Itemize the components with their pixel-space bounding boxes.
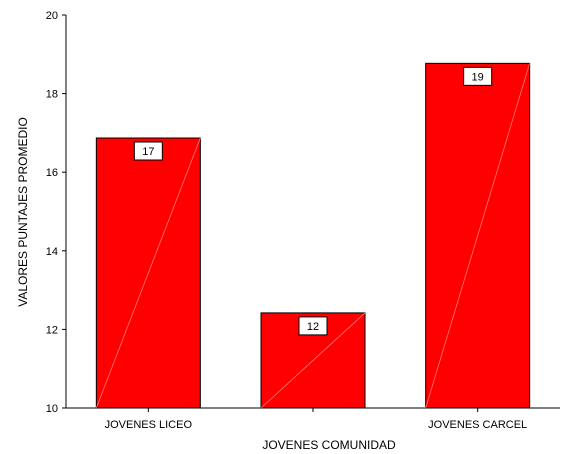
data-label: 19 [472, 71, 484, 83]
y-tick-label: 10 [46, 403, 58, 415]
data-label: 17 [142, 146, 154, 158]
y-tick-label: 14 [46, 246, 58, 258]
data-label: 12 [307, 321, 319, 333]
x-axis-title: JOVENES COMUNIDAD [262, 438, 396, 452]
bar-diagonal [260, 312, 366, 409]
bar-diagonal [425, 63, 531, 409]
plot-area: 10 12 14 16 18 20 JOVENES LICEO 17 12 JOVENES CAR… [46, 10, 560, 431]
x-tick-label: JOVENES CARCEL [428, 419, 527, 431]
data-label-box [133, 141, 163, 161]
y-tick-label: 20 [46, 10, 58, 22]
data-label-box [463, 66, 493, 86]
y-axis-title: VALORES PUNTAJES PROMEDIO [16, 117, 30, 307]
y-tick-label: 16 [46, 167, 58, 179]
data-label-box [298, 316, 328, 336]
bar-diagonal [95, 137, 201, 409]
y-tick-label: 12 [46, 324, 58, 336]
y-tick-label: 18 [46, 89, 58, 101]
x-tick-label: JOVENES LICEO [105, 419, 193, 431]
